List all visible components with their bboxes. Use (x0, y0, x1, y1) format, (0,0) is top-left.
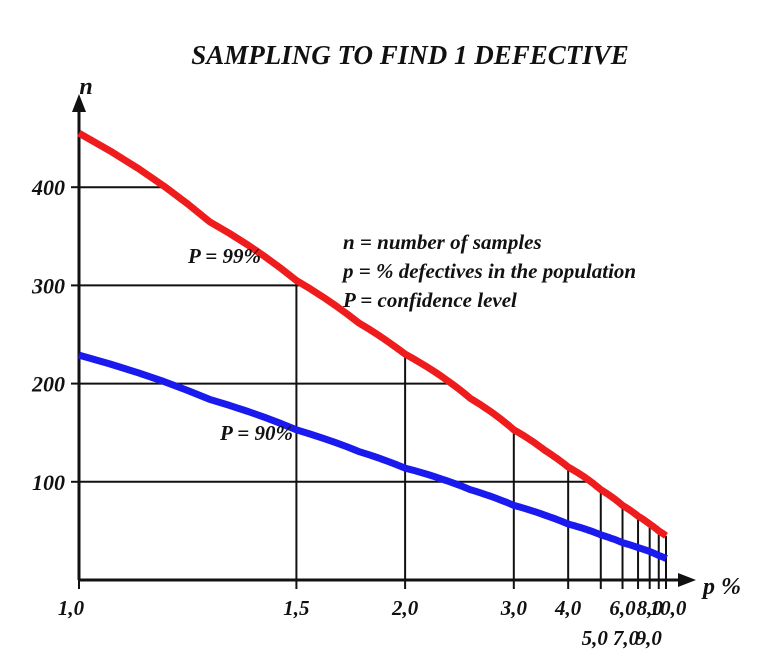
series-line-0 (77, 130, 670, 540)
x-tick-label-6: 6,0 (609, 596, 636, 620)
x-tick-label-1: 1,5 (283, 596, 309, 620)
x-tick-label-9: 9,0 (636, 626, 663, 650)
series-label-1: P = 90% (219, 421, 293, 445)
x-axis-arrow (678, 573, 696, 587)
x-tick-label-7: 7,0 (613, 626, 640, 650)
x-tick-label-4: 4,0 (554, 596, 582, 620)
legend-line-n: n = number of samples (343, 230, 542, 254)
legend-line-p: p = % defectives in the population (343, 259, 637, 283)
x-tick-label-2: 2,0 (391, 596, 419, 620)
x-tick-label-0: 1,0 (58, 596, 85, 620)
x-tick-label-5: 5,0 (582, 626, 609, 650)
x-tick-label-10: 10,0 (650, 596, 687, 620)
legend-line-confidence: P = confidence level (343, 288, 517, 312)
x-tick-label-8: 8,0 (637, 596, 664, 620)
y-tick-label-400: 400 (31, 175, 65, 200)
y-tick-label-300: 300 (31, 273, 65, 298)
y-tick-label-100: 100 (32, 470, 65, 495)
y-axis-arrow (72, 94, 86, 112)
series-line-1 (78, 351, 670, 562)
chart-title: SAMPLING TO FIND 1 DEFECTIVE (191, 40, 629, 70)
x-tick-label-3: 3,0 (500, 596, 528, 620)
y-axis-label: n (79, 74, 92, 100)
y-tick-label-200: 200 (31, 372, 65, 397)
x-axis-label: p % (701, 574, 741, 600)
series-label-0: P = 99% (187, 244, 261, 268)
legend-block: n = number of samples p = % defectives i… (343, 228, 636, 315)
